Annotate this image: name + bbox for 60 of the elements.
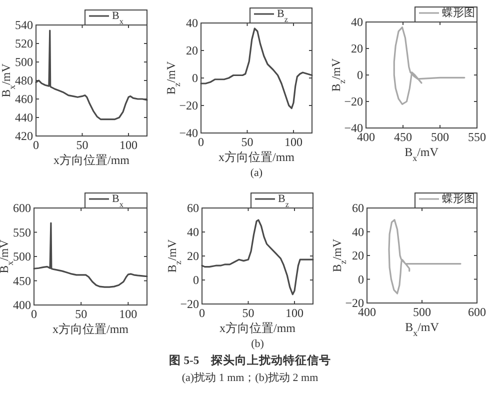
y-tick-label: 460	[15, 92, 33, 106]
x-tick-label: 50	[75, 307, 88, 321]
y-tick-label: 20	[351, 42, 363, 56]
x-axis-title: B$_{x}$/mV	[405, 320, 440, 338]
x-tick-label: 500	[413, 305, 431, 319]
text: (b)	[251, 338, 264, 350]
y-tick-label: 40	[187, 225, 199, 239]
y-tick-label: 520	[15, 36, 33, 50]
x-tick-label: 50	[241, 135, 254, 149]
x-axis-title: x方向位置/mm	[218, 150, 296, 164]
y-tick-label: 500	[15, 55, 33, 69]
y-tick-label: 20	[186, 44, 198, 58]
x-axis-title: x方向位置/mm	[52, 322, 130, 336]
y-tick-label: 540	[15, 18, 33, 32]
caption: 图 5-5 探头向上扰动特征信号	[168, 353, 332, 367]
x-tick-label: 100	[119, 307, 138, 321]
y-tick-label: 40	[186, 16, 198, 30]
x-tick-label: 50	[242, 306, 254, 320]
y-tick-label: 450	[13, 274, 31, 288]
x-tick-label: 100	[120, 138, 138, 152]
y-tick-label: −20	[180, 297, 199, 311]
y-tick-label: 500	[13, 250, 31, 264]
y-tick-label: 420	[15, 129, 33, 143]
x-tick-label: 500	[431, 130, 449, 144]
x-tick-label: 100	[286, 306, 304, 320]
x-axis-title: B$_{x}$/mV	[404, 145, 439, 163]
legend-label: B$_{x}$	[112, 193, 124, 208]
y-tick-label: 440	[15, 110, 33, 124]
line-series	[388, 219, 462, 294]
x-tick-label: 450	[394, 130, 412, 144]
text: (a)扰动 1 mm；(b)扰动 2 mm	[182, 372, 319, 384]
y-tick-label: 20	[352, 248, 364, 262]
y-tick-label: 60	[352, 201, 364, 215]
y-tick-label: −20	[179, 98, 198, 112]
legend-label: 蝶形图	[442, 6, 475, 19]
y-tick-label: 0	[193, 273, 199, 287]
y-tick-label: 60	[187, 201, 199, 215]
y-tick-label: 0	[192, 71, 198, 85]
y-tick-label: 40	[351, 15, 363, 29]
legend-label: B$_{z}$	[277, 8, 288, 24]
x-tick-label: 550	[468, 130, 486, 144]
line-series	[393, 26, 466, 105]
y-tick-label: 600	[13, 201, 31, 215]
y-tick-label: 40	[352, 224, 364, 239]
y-tick-label: 20	[187, 249, 199, 263]
y-tick-label: −20	[344, 94, 363, 108]
y-tick-label: 0	[358, 272, 364, 286]
y-tick-label: 550	[13, 225, 31, 240]
y-tick-label: 0	[357, 68, 363, 82]
y-tick-label: −40	[179, 126, 198, 140]
x-tick-label: 600	[468, 305, 486, 319]
text: (a)	[250, 167, 263, 179]
x-axis-title: x方向位置/mm	[219, 321, 296, 335]
x-axis-title: x方向位置/mm	[53, 153, 130, 167]
x-tick-label: 50	[76, 138, 88, 152]
legend-label: B$_{x}$	[112, 10, 124, 26]
legend-label: 蝶形图	[442, 192, 475, 205]
x-tick-label: 100	[284, 135, 302, 149]
y-tick-label: 480	[15, 74, 33, 88]
legend-label: B$_{z}$	[278, 193, 290, 208]
